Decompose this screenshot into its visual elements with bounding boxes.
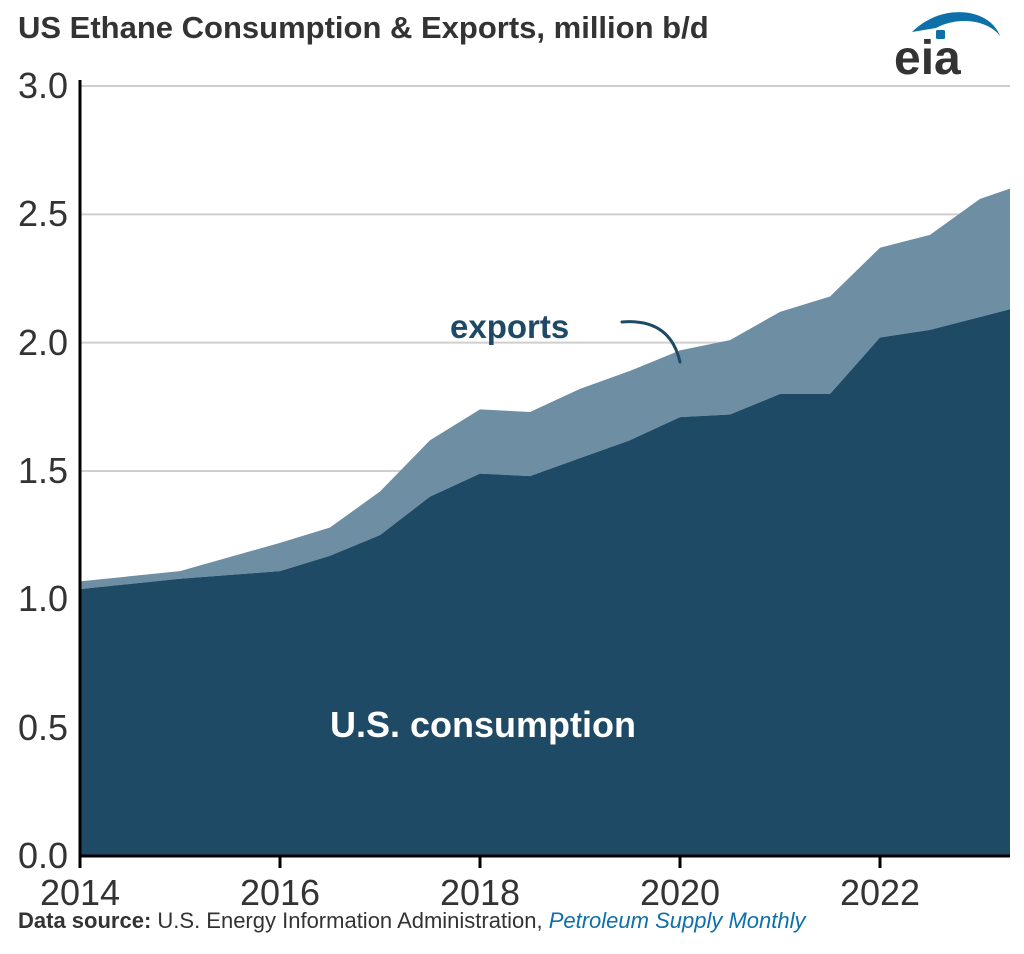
x-tick-label: 2014 bbox=[40, 872, 120, 914]
y-tick-label: 0.5 bbox=[18, 707, 68, 749]
y-tick-label: 1.0 bbox=[18, 578, 68, 620]
consumption-area bbox=[80, 309, 1010, 856]
y-tick-label: 3.0 bbox=[18, 65, 68, 107]
series-label-exports: exports bbox=[450, 308, 569, 346]
x-tick-label: 2018 bbox=[440, 872, 520, 914]
area-chart bbox=[0, 0, 1024, 954]
y-tick-label: 2.5 bbox=[18, 193, 68, 235]
y-tick-label: 2.0 bbox=[18, 322, 68, 364]
x-tick-label: 2016 bbox=[240, 872, 320, 914]
y-tick-label: 1.5 bbox=[18, 450, 68, 492]
y-tick-label: 0.0 bbox=[18, 835, 68, 877]
x-tick-label: 2020 bbox=[640, 872, 720, 914]
series-label-consumption: U.S. consumption bbox=[330, 704, 636, 746]
x-tick-label: 2022 bbox=[840, 872, 920, 914]
